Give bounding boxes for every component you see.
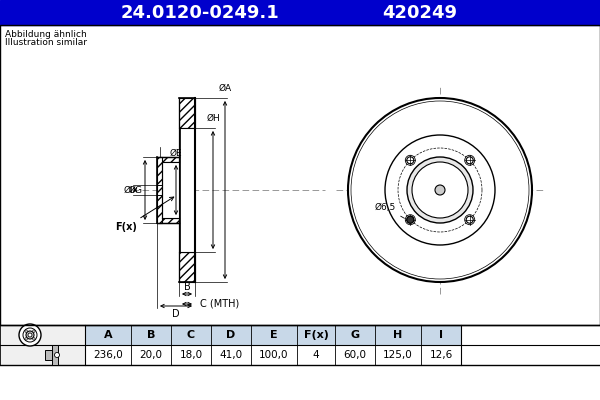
Bar — [179, 252, 195, 282]
Text: ØH: ØH — [206, 114, 220, 123]
Bar — [375, 325, 421, 345]
Bar — [45, 350, 52, 360]
Text: 24.0120-0249.1: 24.0120-0249.1 — [121, 4, 280, 22]
Text: B: B — [184, 282, 190, 292]
Text: D: D — [226, 330, 236, 340]
Bar — [251, 325, 297, 345]
Text: B: B — [147, 330, 155, 340]
Bar — [211, 345, 251, 365]
Circle shape — [464, 215, 475, 225]
Text: ØI: ØI — [124, 186, 133, 194]
Circle shape — [32, 330, 35, 332]
Circle shape — [32, 338, 35, 340]
Bar — [211, 325, 251, 345]
Text: 60,0: 60,0 — [343, 350, 367, 360]
Circle shape — [25, 330, 28, 332]
Circle shape — [55, 352, 59, 358]
Text: 18,0: 18,0 — [179, 350, 203, 360]
Text: 125,0: 125,0 — [383, 350, 413, 360]
Bar — [179, 98, 195, 128]
Bar — [0, 325, 85, 345]
Bar — [85, 325, 131, 345]
Text: Abbildung ähnlich: Abbildung ähnlich — [5, 30, 87, 39]
Text: A: A — [104, 330, 112, 340]
Circle shape — [28, 333, 32, 337]
Text: F(x): F(x) — [304, 330, 328, 340]
Bar — [421, 325, 461, 345]
Bar — [0, 0, 600, 25]
Bar — [421, 345, 461, 365]
Bar — [297, 325, 335, 345]
Bar — [375, 345, 421, 365]
Text: G: G — [350, 330, 359, 340]
Circle shape — [19, 324, 41, 346]
Text: I: I — [439, 330, 443, 340]
Bar — [157, 157, 162, 223]
Bar — [335, 345, 375, 365]
Circle shape — [435, 185, 445, 195]
Text: 236,0: 236,0 — [93, 350, 123, 360]
Bar — [52, 345, 58, 365]
Bar — [171, 345, 211, 365]
Bar — [335, 325, 375, 345]
Text: C (MTH): C (MTH) — [200, 299, 239, 309]
Text: 4: 4 — [313, 350, 319, 360]
Circle shape — [25, 338, 28, 340]
Circle shape — [407, 157, 473, 223]
Text: ØA: ØA — [218, 84, 232, 93]
Bar — [0, 25, 600, 325]
Bar — [162, 162, 179, 218]
Circle shape — [406, 155, 415, 165]
Text: 100,0: 100,0 — [259, 350, 289, 360]
Text: Illustration similar: Illustration similar — [5, 38, 87, 47]
Bar — [157, 157, 179, 162]
Bar — [85, 345, 131, 365]
Circle shape — [412, 162, 468, 218]
Text: ØE: ØE — [170, 149, 182, 158]
Bar — [297, 345, 335, 365]
Circle shape — [407, 216, 414, 223]
Text: 12,6: 12,6 — [430, 350, 452, 360]
Text: Ø6,5: Ø6,5 — [375, 203, 404, 218]
Bar — [131, 325, 171, 345]
Text: 20,0: 20,0 — [139, 350, 163, 360]
Circle shape — [406, 215, 415, 225]
Text: C: C — [187, 330, 195, 340]
Text: E: E — [270, 330, 278, 340]
Circle shape — [26, 331, 34, 339]
Circle shape — [464, 155, 475, 165]
Text: 420249: 420249 — [383, 4, 458, 22]
Bar — [171, 325, 211, 345]
Bar — [0, 25, 600, 325]
Bar — [0, 345, 85, 365]
Bar — [157, 218, 179, 223]
Text: ØG: ØG — [129, 186, 143, 194]
Circle shape — [348, 98, 532, 282]
Text: F(x): F(x) — [115, 197, 174, 232]
Bar — [251, 345, 297, 365]
Text: D: D — [172, 309, 180, 319]
Text: H: H — [394, 330, 403, 340]
Bar — [180, 128, 194, 252]
Text: 41,0: 41,0 — [220, 350, 242, 360]
Bar — [131, 345, 171, 365]
